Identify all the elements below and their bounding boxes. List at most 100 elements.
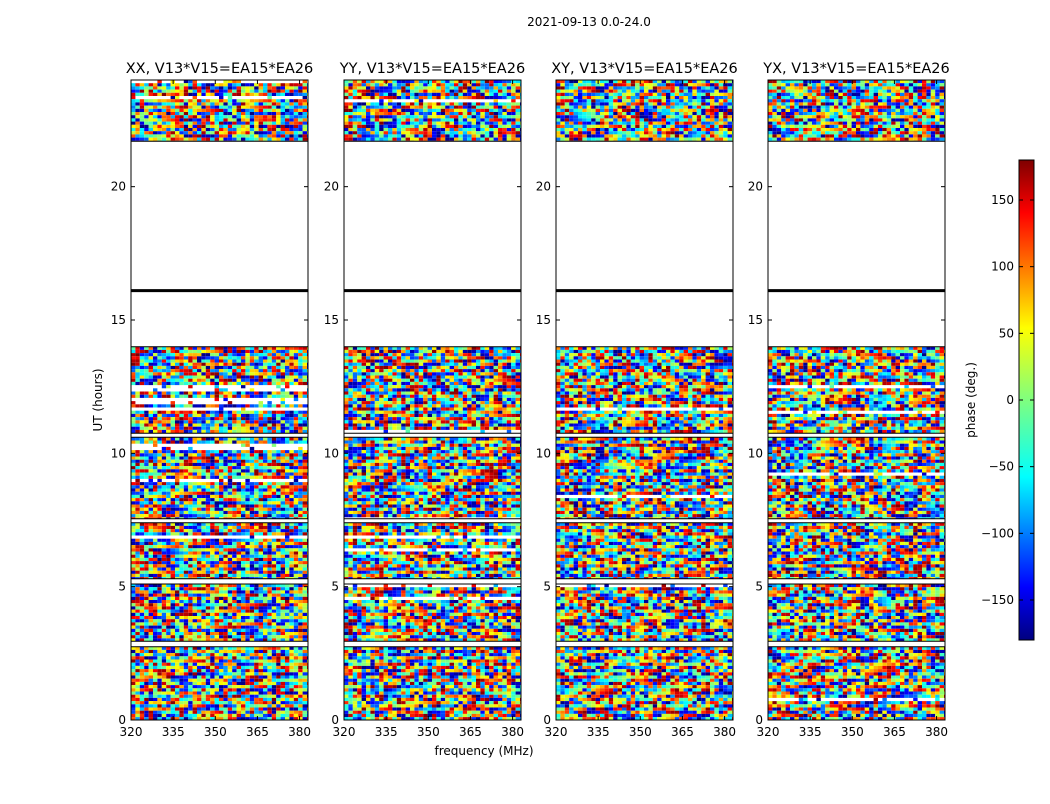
phase-cell — [241, 714, 245, 717]
phase-cell — [223, 682, 227, 685]
phase-cell — [298, 360, 302, 363]
phase-cell — [219, 469, 223, 472]
phase-cell — [153, 376, 157, 379]
phase-cell — [303, 473, 307, 476]
phase-cell — [201, 369, 205, 372]
phase-cell — [228, 463, 232, 466]
phase-cell — [131, 131, 135, 134]
phase-cell — [140, 505, 144, 508]
phase-cell — [149, 420, 153, 423]
phase-cell — [245, 93, 249, 96]
phase-cell — [228, 539, 232, 542]
phase-cell — [303, 96, 307, 99]
phase-cell — [210, 606, 214, 609]
phase-cell — [157, 548, 161, 551]
phase-cell — [281, 529, 285, 532]
phase-cell — [294, 635, 298, 638]
phase-cell — [250, 485, 254, 488]
phase-cell — [228, 453, 232, 456]
phase-cell — [289, 457, 293, 460]
phase-cell — [272, 561, 276, 564]
phase-cell — [153, 656, 157, 659]
phase-cell — [228, 106, 232, 109]
phase-cell — [259, 417, 263, 420]
phase-cell — [175, 545, 179, 548]
phase-cell — [201, 666, 205, 669]
phase-cell — [298, 450, 302, 453]
phase-cell — [298, 679, 302, 682]
phase-cell — [237, 529, 241, 532]
phase-cell — [188, 131, 192, 134]
phase-cell — [175, 600, 179, 603]
phase-cell — [254, 656, 258, 659]
phase-cell — [144, 476, 148, 479]
phase-cell — [267, 417, 271, 420]
phase-cell — [250, 653, 254, 656]
phase-cell — [219, 568, 223, 571]
phase-cell — [219, 495, 223, 498]
phase-cell — [281, 369, 285, 372]
phase-cell — [210, 501, 214, 504]
phase-cell — [281, 692, 285, 695]
phase-cell — [153, 366, 157, 369]
phase-cell — [166, 529, 170, 532]
phase-cell — [219, 99, 223, 102]
phase-cell — [245, 632, 249, 635]
phase-cell — [201, 353, 205, 356]
phase-cell — [219, 676, 223, 679]
phase-cell — [206, 102, 210, 105]
phase-cell — [210, 653, 214, 656]
phase-cell — [157, 539, 161, 542]
phase-cell — [166, 629, 170, 632]
phase-cell — [267, 552, 271, 555]
phase-cell — [149, 395, 153, 398]
phase-cell — [263, 466, 267, 469]
phase-cell — [179, 376, 183, 379]
phase-cell — [166, 414, 170, 417]
phase-cell — [237, 430, 241, 433]
phase-cell — [197, 676, 201, 679]
phase-cell — [267, 695, 271, 698]
phase-cell — [206, 463, 210, 466]
phase-cell — [219, 532, 223, 535]
phase-cell — [184, 360, 188, 363]
phase-cell — [193, 666, 197, 669]
phase-cell — [272, 660, 276, 663]
phase-cell — [188, 122, 192, 125]
phase-cell — [140, 99, 144, 102]
phase-cell — [197, 353, 201, 356]
phase-cell — [215, 466, 219, 469]
phase-cell — [175, 485, 179, 488]
phase-cell — [140, 568, 144, 571]
phase-cell — [241, 526, 245, 529]
phase-cell — [237, 99, 241, 102]
phase-cell — [201, 711, 205, 714]
phase-cell — [184, 708, 188, 711]
phase-cell — [179, 128, 183, 131]
phase-cell — [250, 505, 254, 508]
phase-cell — [188, 356, 192, 359]
phase-cell — [135, 118, 139, 121]
phase-cell — [276, 701, 280, 704]
phase-cell — [210, 122, 214, 125]
phase-cell — [131, 685, 135, 688]
phase-cell — [237, 610, 241, 613]
phase-cell — [162, 125, 166, 128]
phase-cell — [223, 508, 227, 511]
phase-cell — [245, 561, 249, 564]
phase-cell — [188, 118, 192, 121]
phase-cell — [201, 99, 205, 102]
phase-cell — [149, 714, 153, 717]
phase-cell — [210, 508, 214, 511]
phase-cell — [162, 672, 166, 675]
phase-cell — [272, 424, 276, 427]
phase-cell — [281, 476, 285, 479]
phase-cell — [197, 498, 201, 501]
phase-cell — [250, 360, 254, 363]
phase-cell — [303, 629, 307, 632]
phase-cell — [285, 372, 289, 375]
phase-cell — [281, 590, 285, 593]
phase-cell — [144, 469, 148, 472]
phase-cell — [184, 574, 188, 577]
phase-cell — [206, 457, 210, 460]
